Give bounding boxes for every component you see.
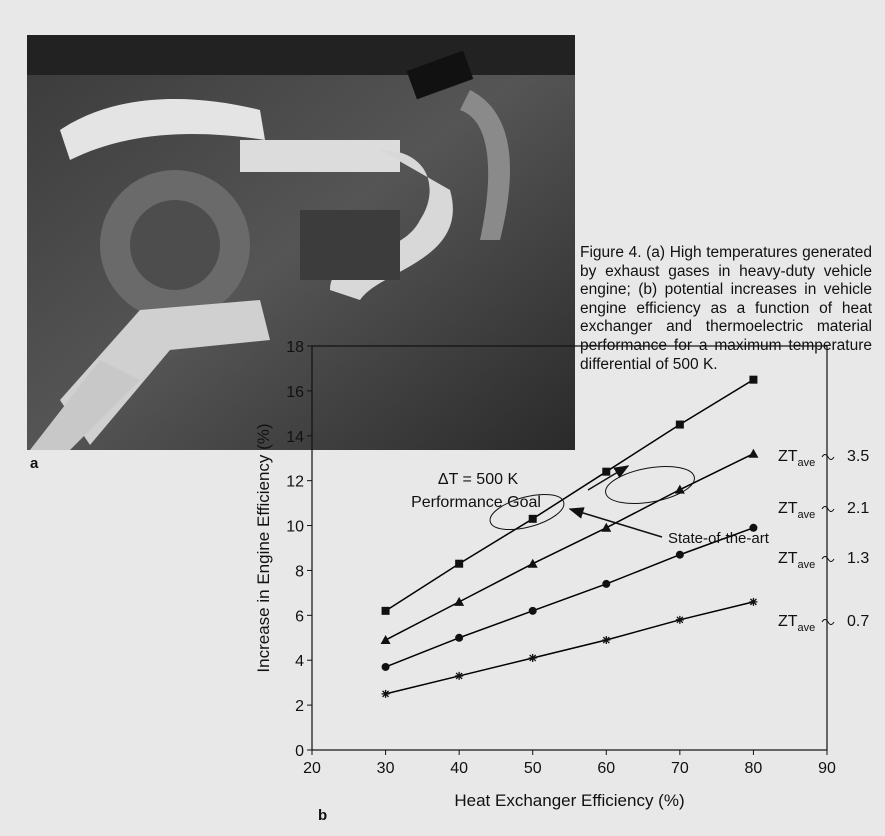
series-name: ZT [778, 500, 798, 517]
marker [529, 654, 537, 662]
figure: a b 0 2 4 6 8 10 12 14 16 18 20 30 40 50 60 70 80 90 Heat … [0, 0, 885, 836]
series-label: ZTave [778, 613, 815, 634]
arrow [570, 509, 662, 537]
leader [822, 557, 834, 562]
y-tick-label: 16 [286, 384, 304, 401]
marker [382, 690, 390, 698]
marker [455, 560, 463, 568]
marker [676, 551, 684, 559]
y-tick-label: 14 [286, 429, 304, 446]
x-tick-label: 30 [377, 760, 395, 777]
zt-value: 3.5 [847, 448, 869, 465]
marker [381, 635, 391, 644]
marker [455, 634, 463, 642]
series-line [386, 528, 754, 667]
marker [602, 468, 610, 476]
x-tick-label: 80 [745, 760, 763, 777]
panel-label: b [318, 807, 327, 824]
x-tick-label: 20 [303, 760, 321, 777]
marker [529, 515, 537, 523]
marker [454, 597, 464, 606]
marker [676, 616, 684, 624]
zt-value: 1.3 [847, 550, 869, 567]
x-tick-label: 50 [524, 760, 542, 777]
y-axis-label: Increase in Engine Efficiency (%) [254, 423, 273, 672]
annotation: State-of-the-art [668, 530, 770, 547]
marker [676, 421, 684, 429]
series-name-sub: ave [798, 559, 816, 571]
y-tick-label: 8 [295, 563, 304, 580]
series-label: ZTave [778, 500, 815, 521]
x-tick-label: 60 [597, 760, 615, 777]
series-line [386, 602, 754, 694]
marker [749, 598, 757, 606]
series-name: ZT [778, 613, 798, 630]
marker [528, 559, 538, 568]
marker [749, 376, 757, 384]
leader [822, 507, 834, 512]
y-tick-label: 0 [295, 743, 304, 760]
annotation: Performance Goal [411, 494, 541, 511]
annotation: ΔT = 500 K [438, 471, 519, 488]
series-name: ZT [778, 550, 798, 567]
x-tick-label: 40 [450, 760, 468, 777]
figure-caption: Figure 4. (a) High temperatures generate… [580, 244, 872, 374]
series-name: ZT [778, 448, 798, 465]
leader [822, 620, 834, 625]
marker [675, 485, 685, 494]
marker [748, 449, 758, 458]
y-tick-label: 10 [286, 519, 304, 536]
series-label: ZTave [778, 550, 815, 571]
marker [529, 607, 537, 615]
marker [601, 523, 611, 532]
goal-ellipse [603, 460, 698, 509]
series-name-sub: ave [798, 622, 816, 634]
marker [455, 672, 463, 680]
zt-value: 2.1 [847, 500, 869, 517]
marker [602, 636, 610, 644]
y-tick-label: 4 [295, 653, 304, 670]
panel-label: a [30, 455, 39, 472]
marker [382, 607, 390, 615]
series-name-sub: ave [798, 509, 816, 521]
zt-value: 0.7 [847, 613, 869, 630]
y-tick-label: 2 [295, 698, 304, 715]
y-tick-label: 6 [295, 608, 304, 625]
y-tick-label: 18 [286, 339, 304, 356]
x-tick-label: 70 [671, 760, 689, 777]
x-axis-label: Heat Exchanger Efficiency (%) [454, 791, 684, 810]
x-tick-label: 90 [818, 760, 836, 777]
marker [602, 580, 610, 588]
series-label: ZTave [778, 448, 815, 469]
series-name-sub: ave [798, 457, 816, 469]
figure-page: a b 0 2 4 6 8 10 12 14 16 18 20 30 40 50 60 70 80 90 Heat … [0, 0, 885, 836]
marker [382, 663, 390, 671]
y-tick-label: 12 [286, 474, 304, 491]
leader [822, 455, 834, 460]
